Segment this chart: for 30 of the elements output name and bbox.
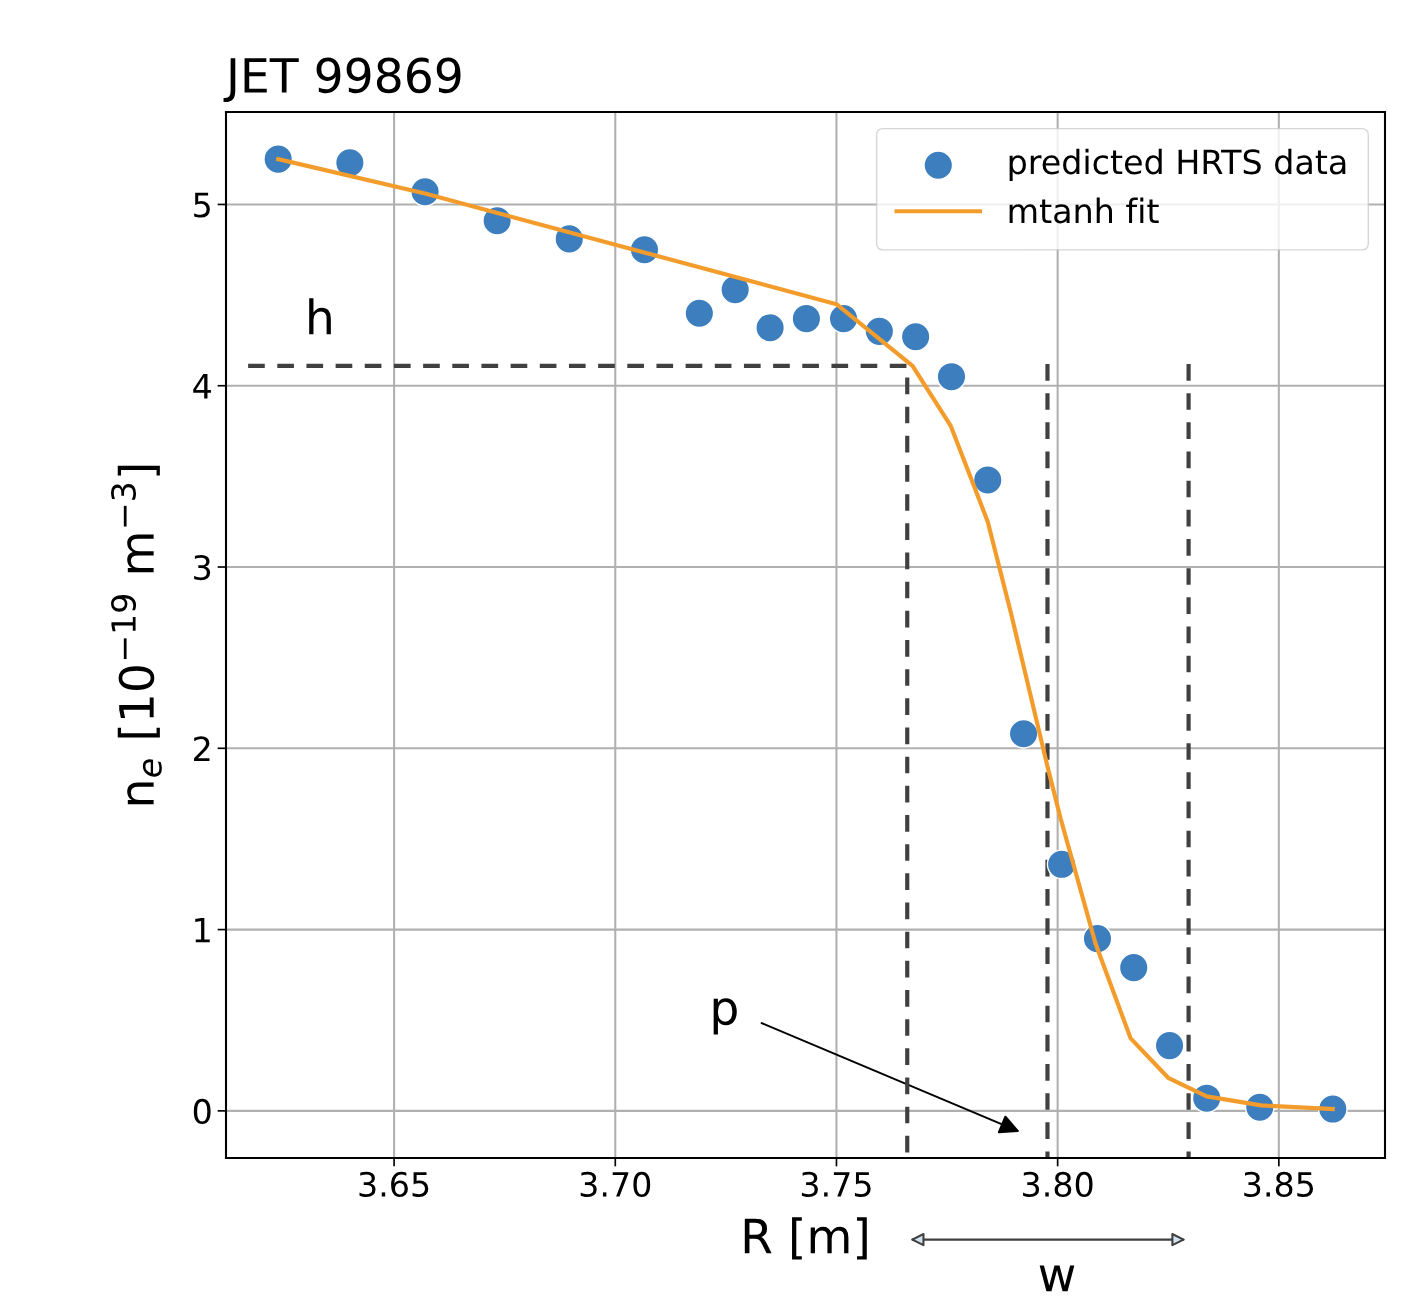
annotation: p [713,998,737,1035]
point [755,312,786,343]
point [720,274,751,305]
x-tick-label: 3.70 [580,1171,651,1197]
x-axis-title: R [m] [744,1217,867,1260]
point [334,147,365,178]
annotation: h [309,298,331,335]
y-tick-label: 5 [194,192,210,218]
y-axis-title: n$_{e}$ [10$^{−19}$ m$^{−3}$] [111,465,162,805]
x-tick-label: 3.85 [1244,1171,1314,1197]
point [1118,952,1149,983]
point [684,298,715,329]
x-tick-label: 3.65 [359,1171,429,1197]
point [900,321,931,352]
point [1008,718,1039,749]
x-tick-label: 3.80 [1023,1171,1093,1197]
point [972,465,1003,495]
text: w [1039,1265,1075,1292]
x-tick-label: 3.75 [801,1171,871,1197]
legend-label: mtanh fit [1009,197,1159,224]
point [1154,1030,1185,1061]
y-tick-label: 4 [193,374,211,399]
y-tick-label: 1 [195,917,210,943]
chart-title: JET 99869 [223,57,461,103]
y-tick-label: 0 [193,1098,211,1124]
point [936,361,967,392]
y-tick-label: 3 [194,554,211,581]
point [791,303,822,334]
legend-label: predicted HRTS data [1009,148,1346,181]
y-tick-label: 2 [194,736,210,761]
